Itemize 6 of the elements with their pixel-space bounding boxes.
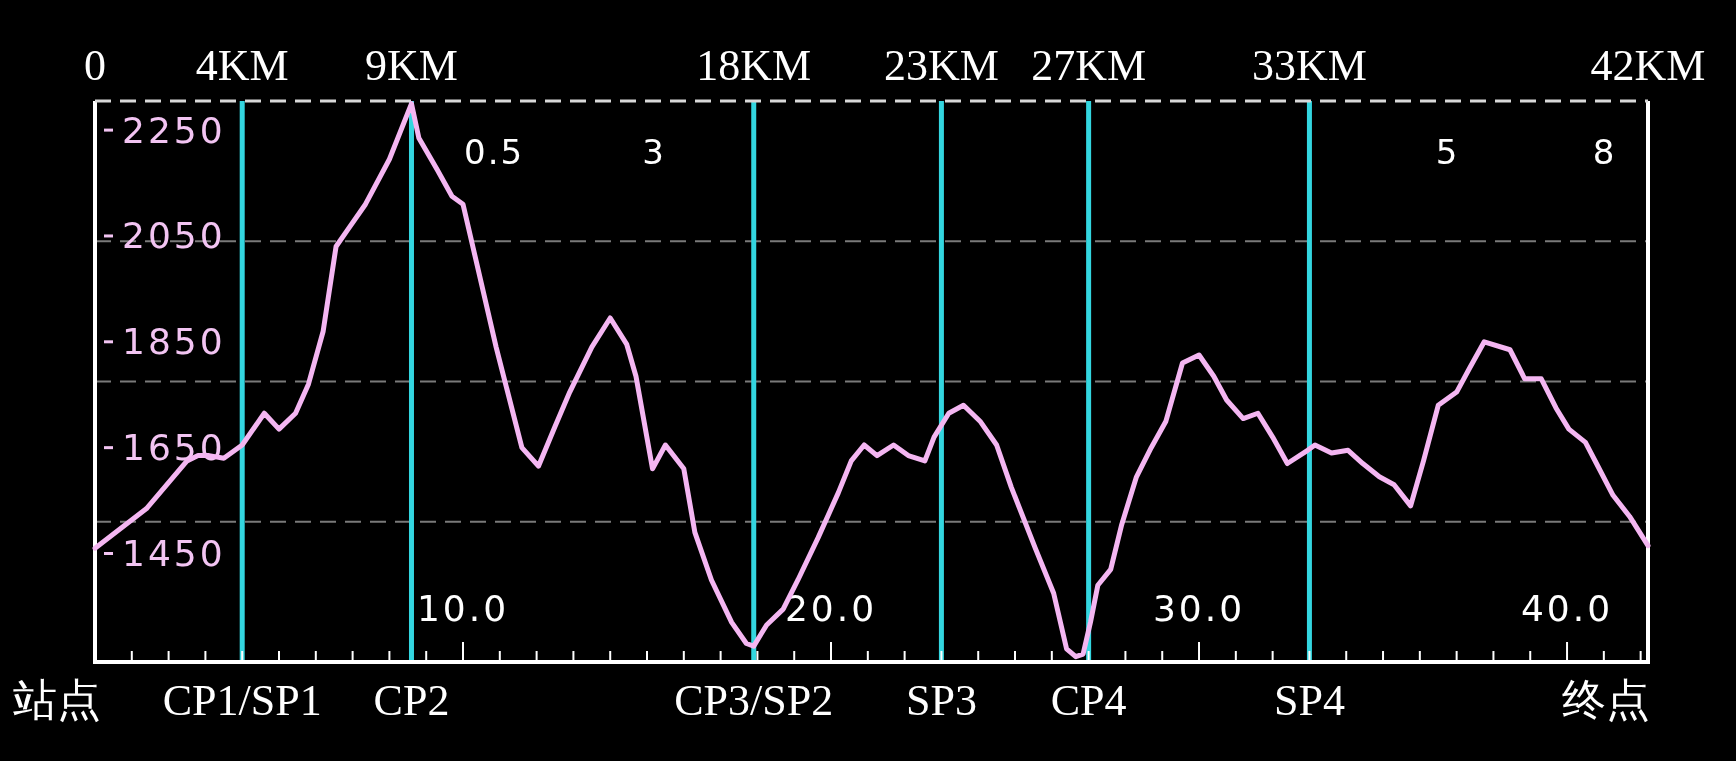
annotation: 0.5: [464, 132, 525, 172]
annotation: 站点: [13, 675, 102, 725]
annotation: 5: [1435, 132, 1460, 172]
annotation: 8: [1592, 132, 1617, 172]
annotation: 终点: [1561, 675, 1650, 725]
annotation: 3: [642, 132, 666, 172]
